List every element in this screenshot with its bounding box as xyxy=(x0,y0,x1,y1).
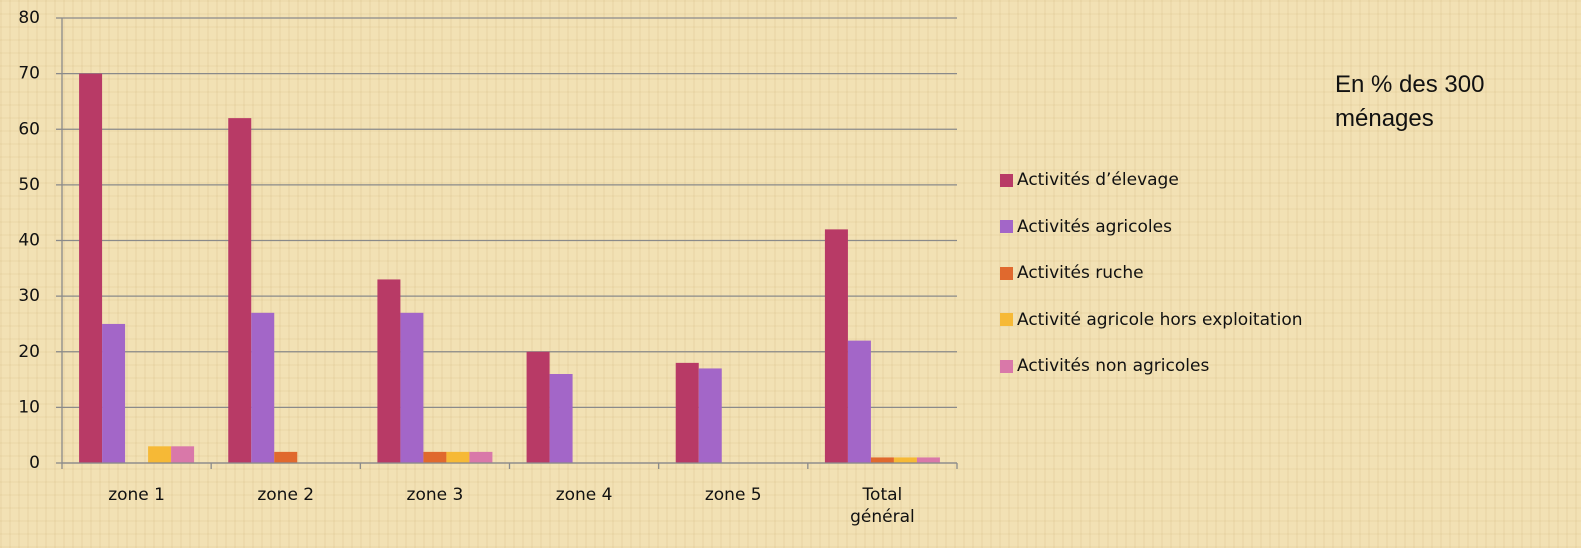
y-tick-label: 30 xyxy=(18,286,40,306)
legend-label: Activités ruche xyxy=(1017,263,1144,283)
y-tick-label: 0 xyxy=(29,453,40,473)
bar xyxy=(698,368,722,463)
bar xyxy=(228,118,252,463)
bar xyxy=(549,374,573,463)
bar xyxy=(79,73,103,463)
legend-item: Activités d’élevage xyxy=(1000,170,1179,190)
bar xyxy=(148,446,172,463)
legend-swatch xyxy=(1000,173,1013,187)
x-tick-label: zone 1 xyxy=(108,485,165,505)
legend-item: Activité agricole hors exploitation xyxy=(1000,310,1303,330)
y-tick-label: 80 xyxy=(18,8,40,28)
legend-label: Activités d’élevage xyxy=(1017,170,1179,190)
bar xyxy=(870,457,894,463)
bar xyxy=(446,451,470,463)
bar xyxy=(423,451,447,463)
bar xyxy=(526,351,550,463)
annotation: En % des 300 ménages xyxy=(1335,71,1485,132)
x-tick-label: zone 2 xyxy=(257,485,315,505)
legend-swatch xyxy=(1000,220,1013,233)
legend-label: Activité agricole hors exploitation xyxy=(1017,309,1303,330)
bar xyxy=(377,279,401,463)
y-tick-label: 40 xyxy=(18,231,40,251)
x-tick-label: Total général xyxy=(850,485,915,527)
legend-label: Activités non agricoles xyxy=(1017,356,1210,376)
y-tick-label: 50 xyxy=(18,175,40,195)
bar xyxy=(469,451,493,463)
legend-item: Activités non agricoles xyxy=(1000,356,1209,376)
legend-label: Activités agricoles xyxy=(1017,216,1172,237)
x-tick-label: zone 5 xyxy=(704,485,762,505)
bar xyxy=(675,362,699,463)
bar xyxy=(251,312,275,463)
legend-item: Activités agricoles xyxy=(1000,217,1172,237)
legend-swatch xyxy=(1000,359,1013,373)
y-tick-label: 60 xyxy=(18,119,40,139)
bar xyxy=(102,323,126,463)
y-tick-label: 70 xyxy=(18,64,40,84)
bar xyxy=(400,312,424,463)
bar xyxy=(274,451,298,463)
bar xyxy=(847,340,871,463)
y-tick-label: 20 xyxy=(18,342,40,362)
bar xyxy=(171,446,195,463)
y-tick-label: 10 xyxy=(18,397,40,417)
bar xyxy=(916,457,940,463)
x-tick-label: zone 4 xyxy=(555,485,613,505)
legend-item: Activités ruche xyxy=(1000,263,1144,283)
legend-swatch xyxy=(1000,266,1013,280)
bar xyxy=(893,457,917,463)
legend-swatch xyxy=(1000,313,1013,326)
bar xyxy=(824,229,848,463)
x-tick-label: zone 3 xyxy=(406,485,464,505)
